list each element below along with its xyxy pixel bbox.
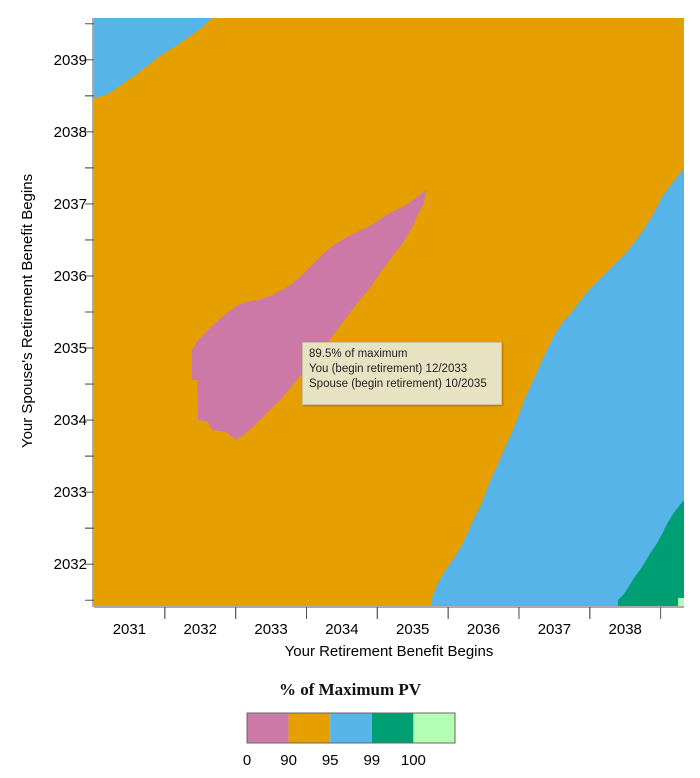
y-tick-label-2033: 2033	[54, 484, 87, 501]
heatmap-plot-area	[94, 18, 684, 606]
x-tick-label-2033: 2033	[254, 621, 287, 638]
x-tick-label-2038: 2038	[609, 621, 642, 638]
band-100-max-cell[interactable]	[678, 598, 684, 606]
y-tick-label-2032: 2032	[54, 556, 87, 573]
y-tick-label-2036: 2036	[54, 268, 87, 285]
x-tick-label-2036: 2036	[467, 621, 500, 638]
band-99-100-region[interactable]	[618, 500, 684, 606]
tooltip-line-spouse: Spouse (begin retirement) 10/2035	[309, 378, 487, 390]
y-tick-label-2034: 2034	[54, 412, 87, 429]
band-below-90-region[interactable]	[192, 190, 426, 440]
y-tick-label-2037: 2037	[54, 196, 87, 213]
hover-tooltip: 89.5% of maximum You (begin retirement) …	[302, 342, 502, 405]
legend-title: % of Maximum PV	[278, 680, 422, 699]
y-tick-label-2039: 2039	[54, 52, 87, 69]
y-tick-label-2038: 2038	[54, 124, 87, 141]
x-tick-label-2037: 2037	[538, 621, 571, 638]
band-95-99-region-bottom-right[interactable]	[432, 168, 684, 606]
y-axis: 2032 2033 2034 2035 2036 2037 2038 2039	[54, 18, 94, 607]
x-tick-label-2035: 2035	[396, 621, 429, 638]
x-tick-label-2034: 2034	[325, 621, 358, 638]
y-tick-label-2035: 2035	[54, 340, 87, 357]
tooltip-line-you: You (begin retirement) 12/2033	[309, 363, 468, 375]
tooltip-line-percent: 89.5% of maximum	[309, 348, 408, 360]
band-95-99-region-top-left[interactable]	[94, 18, 212, 98]
y-axis-title: Your Spouse's Retirement Benefit Begins	[19, 174, 36, 448]
x-tick-label-2032: 2032	[184, 621, 217, 638]
x-axis: 2031 2032 2033 2034 2035 2036 2037 2038	[94, 606, 684, 638]
x-tick-label-2031: 2031	[113, 621, 146, 638]
x-axis-title: Your Retirement Benefit Begins	[285, 643, 494, 660]
